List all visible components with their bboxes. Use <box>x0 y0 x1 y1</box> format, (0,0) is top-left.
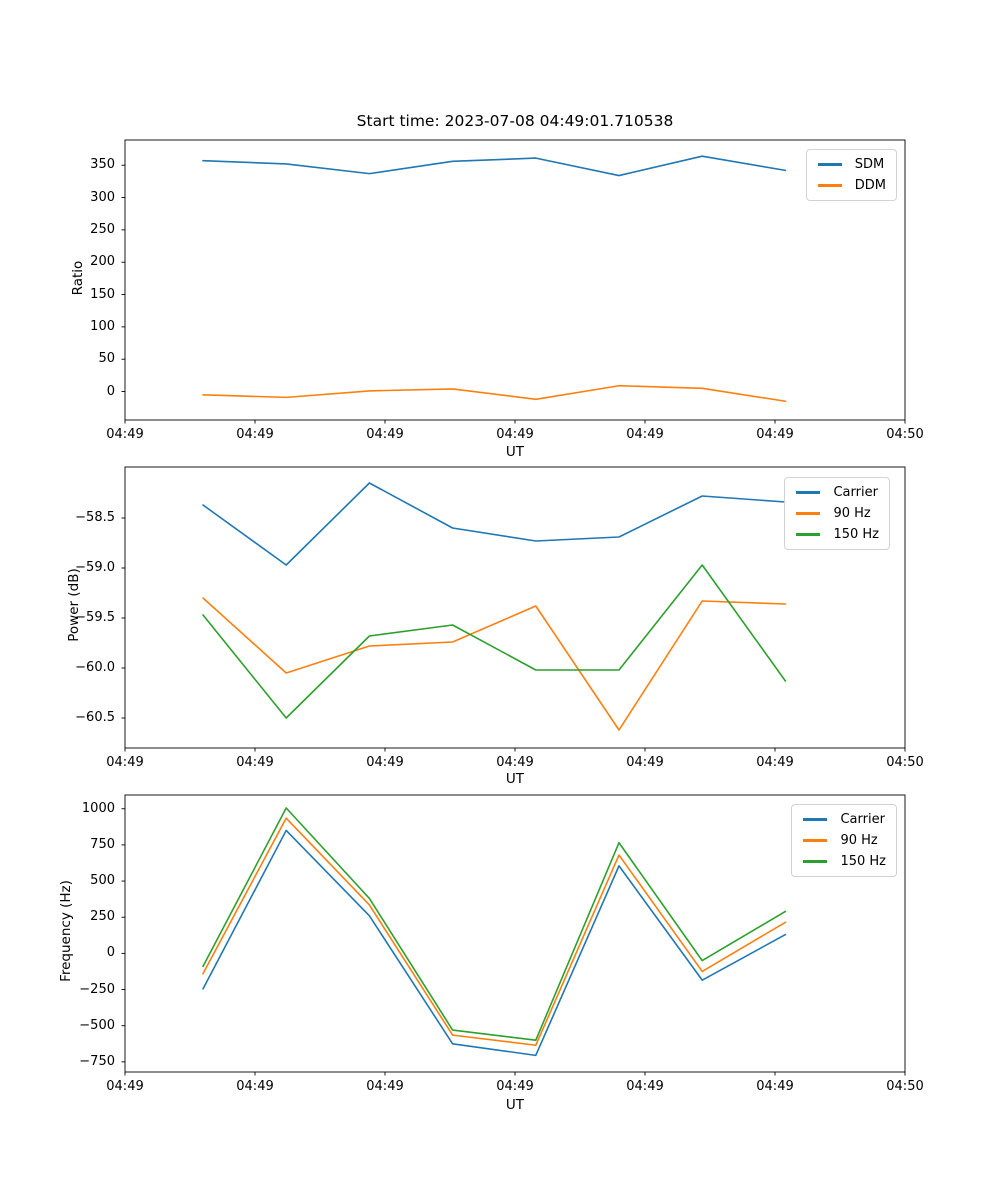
y-tick-label: 1000 <box>81 800 115 816</box>
legend-frequency: Carrier 90 Hz 150 Hz <box>791 804 897 877</box>
y-tick-label: −500 <box>79 1017 115 1033</box>
y-tick-label: 0 <box>106 383 115 399</box>
y-tick-label: −750 <box>79 1053 115 1069</box>
y-tick-label: −59.0 <box>75 560 115 575</box>
y-tick-label: −59.5 <box>75 610 115 625</box>
series-line-carrier <box>202 482 787 566</box>
legend-item-carrier: Carrier <box>796 485 879 500</box>
x-tick-label: 04:49 <box>366 1079 404 1094</box>
legend-item-90hz: 90 Hz <box>796 506 879 521</box>
y-tick-label: 750 <box>90 836 115 852</box>
legend-power: Carrier 90 Hz 150 Hz <box>784 477 890 550</box>
carrier-line-swatch <box>796 491 821 494</box>
ratio-axis-label: Ratio <box>70 260 86 296</box>
legend-label-carrier-freq: Carrier <box>840 812 885 827</box>
legend-label-ddm: DDM <box>854 178 886 193</box>
x-tick-label: 04:49 <box>236 1079 274 1094</box>
y-tick-label: −58.5 <box>75 510 115 525</box>
legend-ratio: SDM DDM <box>805 149 897 201</box>
x-tick-label: 04:49 <box>496 755 534 770</box>
legend-label-150hz: 150 Hz <box>833 527 879 542</box>
series-line-150-hz <box>202 807 787 1041</box>
y-tick-label: −60.0 <box>75 660 115 675</box>
x-tick-label: 04:49 <box>496 427 534 442</box>
series-line-sdm <box>202 155 787 177</box>
legend-item-150hz-freq: 150 Hz <box>803 854 886 869</box>
legend-item-150hz: 150 Hz <box>796 527 879 542</box>
series-line-150-hz <box>202 564 787 719</box>
ut-axis-label-1: UT <box>505 444 525 460</box>
x-tick-label: 04:49 <box>756 1079 794 1094</box>
ut-axis-label-2: UT <box>505 771 525 787</box>
series-line-carrier <box>202 829 787 1057</box>
y-tick-label: 100 <box>90 318 115 334</box>
hundredfifty-hz-line-swatch <box>796 533 821 536</box>
series-line-90-hz <box>202 817 787 1047</box>
ut-axis-label-3: UT <box>505 1097 525 1113</box>
y-tick-label: 250 <box>90 221 115 237</box>
y-tick-label: −250 <box>79 981 115 997</box>
series-line-90-hz <box>202 597 787 731</box>
ninety-hz-freq-line-swatch <box>803 839 828 842</box>
y-tick-label: 50 <box>98 351 115 367</box>
y-tick-label: 300 <box>90 189 115 205</box>
legend-label-90hz-freq: 90 Hz <box>840 833 878 848</box>
x-tick-label: 04:49 <box>366 755 404 770</box>
x-tick-label: 04:49 <box>496 1079 534 1094</box>
x-tick-label: 04:50 <box>886 1079 924 1094</box>
hundredfifty-hz-freq-line-swatch <box>803 860 828 863</box>
x-tick-label: 04:49 <box>236 755 274 770</box>
y-tick-label: 500 <box>90 873 115 889</box>
sdm-line-swatch <box>817 163 842 166</box>
legend-label-150hz-freq: 150 Hz <box>840 854 886 869</box>
y-tick-label: 200 <box>90 254 115 270</box>
y-tick-label: 250 <box>90 909 115 925</box>
ninety-hz-line-swatch <box>796 512 821 515</box>
y-tick-label: 150 <box>90 286 115 302</box>
figure-title: Start time: 2023-07-08 04:49:01.710538 <box>356 112 674 130</box>
x-tick-label: 04:49 <box>106 427 144 442</box>
y-tick-label: 0 <box>106 945 115 961</box>
x-tick-label: 04:49 <box>366 427 404 442</box>
x-tick-label: 04:49 <box>756 427 794 442</box>
x-tick-label: 04:49 <box>626 755 664 770</box>
legend-item-ddm: DDM <box>817 178 886 193</box>
power-axis-label: Power (dB) <box>66 568 82 642</box>
x-tick-label: 04:49 <box>626 427 664 442</box>
ddm-line-swatch <box>817 184 842 187</box>
legend-label-sdm: SDM <box>854 157 885 172</box>
x-tick-label: 04:49 <box>236 427 274 442</box>
y-tick-label: −60.5 <box>75 710 115 725</box>
legend-item-sdm: SDM <box>817 157 886 172</box>
legend-label-carrier: Carrier <box>833 485 878 500</box>
carrier-freq-line-swatch <box>803 818 828 821</box>
legend-item-carrier-freq: Carrier <box>803 812 886 827</box>
y-tick-label: 350 <box>90 157 115 173</box>
x-tick-label: 04:49 <box>106 1079 144 1094</box>
x-tick-label: 04:49 <box>626 1079 664 1094</box>
frequency-axis-label: Frequency (Hz) <box>58 880 74 982</box>
x-tick-label: 04:49 <box>106 755 144 770</box>
x-tick-label: 04:50 <box>886 755 924 770</box>
series-line-ddm <box>202 384 787 403</box>
legend-label-90hz: 90 Hz <box>833 506 871 521</box>
legend-item-90hz-freq: 90 Hz <box>803 833 886 848</box>
x-tick-label: 04:49 <box>756 755 794 770</box>
x-tick-label: 04:50 <box>886 427 924 442</box>
